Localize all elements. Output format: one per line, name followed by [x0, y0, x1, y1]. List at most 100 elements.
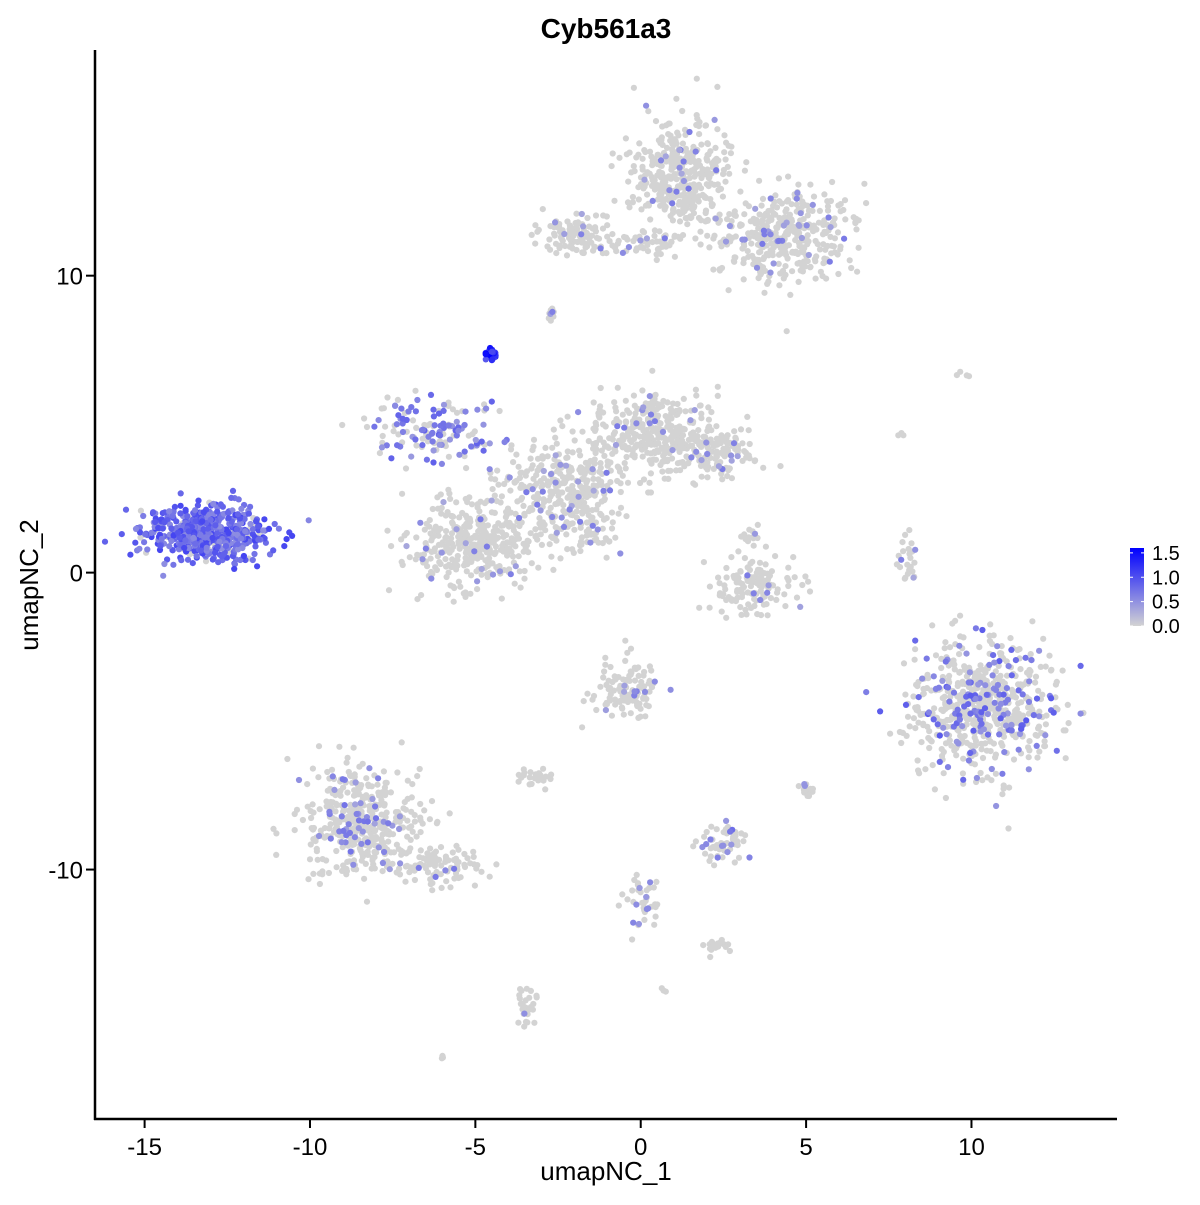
cell-point: [438, 541, 445, 548]
cell-point: [455, 874, 462, 882]
cell-point: [984, 731, 992, 738]
cell-point: [444, 591, 451, 599]
cell-point: [680, 445, 687, 452]
cell-point: [804, 792, 811, 800]
cell-point: [672, 430, 680, 437]
cell-point: [947, 703, 954, 710]
cell-point: [696, 402, 704, 409]
cell-point: [477, 516, 484, 523]
cell-point: [371, 820, 378, 827]
cell-point: [442, 534, 449, 542]
cell-point: [438, 884, 445, 892]
cell-point: [932, 652, 940, 659]
cell-point: [557, 417, 564, 424]
cell-point: [137, 534, 144, 541]
cell-point: [686, 175, 693, 182]
cell-point: [797, 210, 804, 217]
cell-point: [640, 694, 647, 701]
cell-point: [571, 437, 578, 444]
cell-point: [607, 697, 614, 704]
cell-point: [614, 423, 621, 430]
cell-point: [431, 862, 438, 870]
cell-point: [692, 148, 699, 155]
cell-point: [696, 131, 703, 138]
cell-point: [569, 428, 576, 435]
cell-point: [617, 488, 624, 496]
cell-point: [430, 413, 437, 420]
cell-point: [622, 637, 629, 644]
cell-point: [682, 408, 689, 415]
cell-point: [674, 129, 681, 136]
cell-point: [1042, 721, 1049, 728]
cell-point: [440, 420, 447, 427]
cell-point: [799, 199, 806, 206]
cell-point: [671, 136, 678, 143]
cell-point: [627, 671, 634, 678]
cell-point: [527, 455, 534, 462]
cell-point: [498, 529, 506, 536]
x-tick-label: 10: [958, 1134, 985, 1161]
cell-point: [728, 452, 735, 459]
cell-point: [555, 492, 562, 499]
cell-point: [647, 450, 654, 457]
cell-point: [712, 455, 719, 462]
cell-point: [1077, 662, 1084, 670]
cell-point: [995, 705, 1002, 712]
cell-point: [564, 486, 572, 493]
cell-point: [413, 833, 420, 840]
cell-point: [590, 487, 597, 494]
cell-point: [948, 742, 955, 749]
cell-point: [669, 447, 676, 454]
cell-point: [938, 655, 945, 663]
cell-point: [597, 403, 604, 410]
cell-point: [463, 523, 470, 530]
cell-point: [583, 532, 590, 539]
cell-point: [722, 434, 729, 441]
cell-point: [902, 531, 909, 539]
cell-point: [742, 449, 750, 456]
cell-point: [1064, 701, 1071, 709]
cell-point: [233, 526, 241, 533]
cell-point: [819, 220, 826, 227]
cell-point: [606, 487, 614, 494]
cell-point: [676, 147, 683, 154]
cell-point: [646, 663, 654, 670]
cell-point: [440, 407, 447, 414]
cell-point: [684, 221, 691, 228]
cell-point: [464, 855, 471, 862]
cell-point: [993, 718, 1000, 726]
y-tick-label: 0: [70, 561, 83, 588]
cell-point: [384, 527, 391, 534]
cell-point: [854, 268, 861, 275]
cell-point: [447, 884, 454, 891]
cell-point: [575, 478, 582, 485]
cell-point: [904, 713, 912, 720]
cell-point: [764, 589, 771, 596]
cell-point: [636, 140, 643, 147]
cell-point: [772, 229, 779, 236]
cell-point: [699, 191, 706, 198]
cell-point: [717, 185, 725, 192]
cell-point: [848, 264, 855, 272]
cell-point: [502, 514, 509, 521]
cell-point: [757, 596, 764, 604]
cell-point: [535, 226, 542, 233]
cell-point: [225, 529, 232, 537]
cell-point: [527, 530, 534, 537]
cell-point: [673, 188, 680, 195]
cell-point: [751, 596, 758, 603]
cell-point: [617, 504, 625, 511]
cell-point: [224, 509, 231, 516]
cell-point: [184, 556, 192, 563]
cell-point: [893, 561, 901, 568]
cell-point: [668, 422, 675, 430]
cell-point: [705, 404, 712, 411]
cell-point: [291, 810, 298, 818]
cell-point: [532, 526, 539, 533]
cell-point: [624, 698, 632, 706]
cell-point: [863, 200, 870, 207]
cell-point: [624, 896, 631, 903]
cell-point: [398, 739, 405, 746]
cell-point: [417, 519, 424, 526]
cell-point: [784, 574, 791, 582]
